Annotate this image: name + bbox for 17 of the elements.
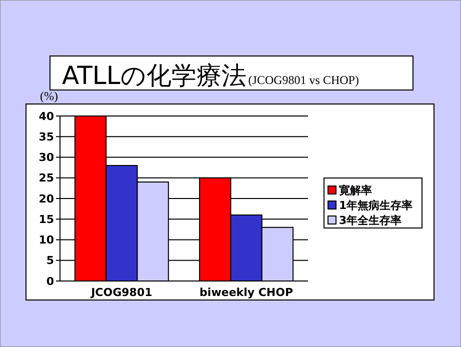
x-tick-label: biweekly CHOP: [200, 286, 294, 299]
y-tick-label: 15: [38, 212, 54, 226]
y-tick-label: 25: [38, 172, 54, 185]
legend-label: 1年無病生存率: [339, 199, 413, 212]
y-tick-label: 10: [38, 234, 54, 247]
y-tick-label: 30: [38, 151, 54, 164]
chart-title: ATLLの化学療法: [62, 61, 246, 90]
legend-label: 寛解率: [339, 184, 372, 197]
chart-subtitle: (JCOG9801 vs CHOP): [248, 73, 359, 87]
x-tick-label: JCOG9801: [90, 286, 152, 299]
y-axis-title: (%): [40, 89, 58, 103]
y-tick-label: 5: [46, 254, 54, 268]
y-tick-label: 40: [38, 110, 54, 123]
y-tick-label: 0: [46, 274, 54, 288]
y-tick-label: 20: [38, 192, 54, 206]
legend-label: 3年全生存率: [339, 214, 402, 227]
y-tick-label: 35: [38, 130, 54, 144]
